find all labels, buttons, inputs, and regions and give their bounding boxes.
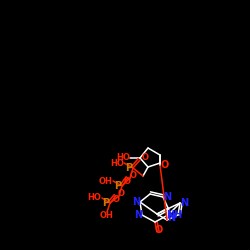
Text: N: N [180,198,188,208]
Text: O: O [155,225,163,235]
Text: HO: HO [110,158,124,168]
Text: O: O [130,172,136,180]
Text: P: P [114,181,121,191]
Text: N: N [134,210,142,220]
Text: OH: OH [99,176,113,186]
Text: OH: OH [100,212,114,220]
Text: HO: HO [116,154,130,162]
Text: N: N [167,213,175,223]
Text: HO: HO [87,194,101,202]
Text: P: P [102,198,110,208]
Text: N: N [132,197,140,207]
Text: O: O [161,160,169,170]
Text: N: N [163,192,171,202]
Text: O: O [142,154,148,162]
Text: O: O [112,194,119,203]
Text: O: O [124,176,130,186]
Text: NH: NH [166,210,182,220]
Text: O: O [118,190,124,198]
Text: P: P [126,163,132,173]
